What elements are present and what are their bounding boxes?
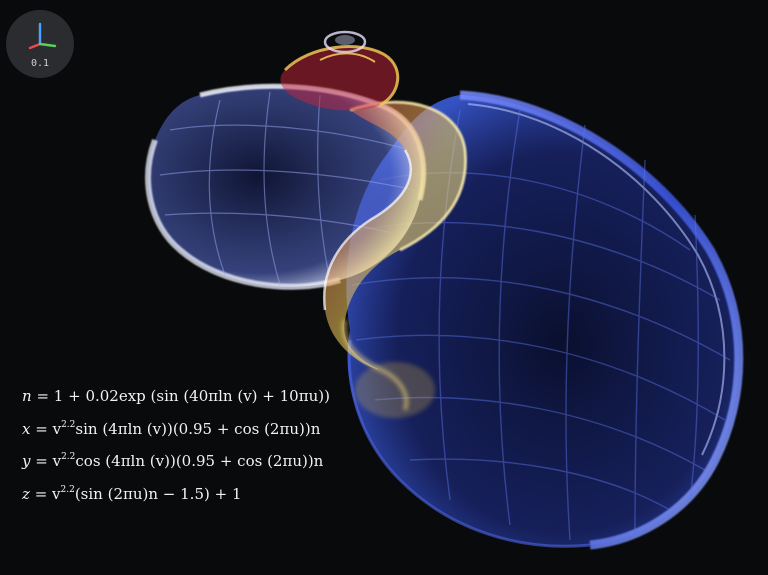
equation-z: z = v2.2(sin (2πu)n − 1.5) + 1	[22, 484, 242, 503]
parametric-equations: n = 1 + 0.02exp (sin (40πln (v) + 10πu))…	[22, 382, 330, 508]
equation-y: y = v2.2cos (4πln (v))(0.95 + cos (2πu))…	[22, 452, 324, 470]
central-column	[322, 100, 468, 411]
view-axes-widget[interactable]: 0.1	[6, 10, 74, 78]
scale-label: 0.1	[30, 58, 50, 69]
equation-x: x = v2.2sin (4πln (v))(0.95 + cos (2πu))…	[22, 419, 321, 438]
apex-spire	[280, 30, 400, 111]
equation-n: n = 1 + 0.02exp (sin (40πln (v) + 10πu))	[22, 387, 330, 405]
lower-glow	[355, 362, 435, 418]
xyz-axes-icon	[28, 22, 57, 50]
